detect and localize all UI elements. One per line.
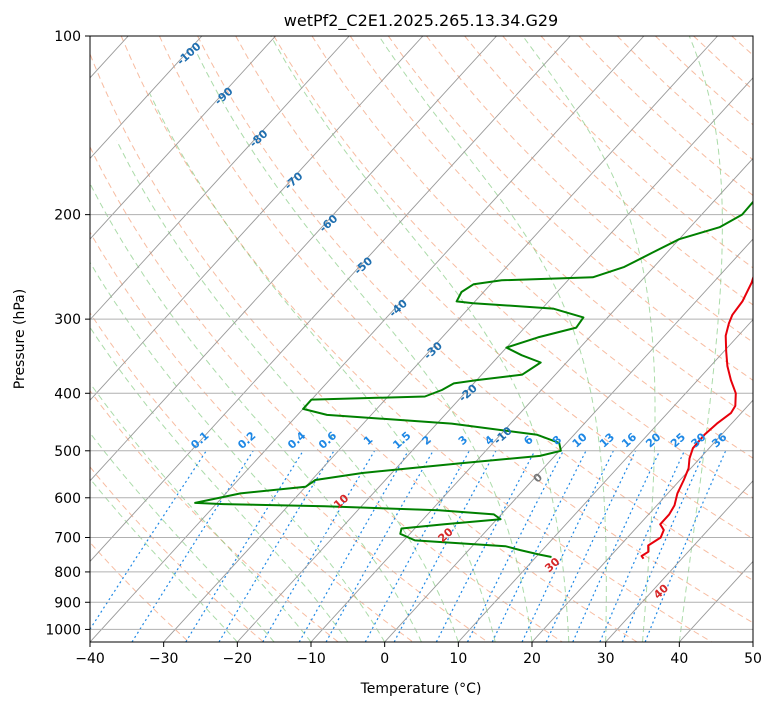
mixing-ratio-line xyxy=(621,450,706,642)
x-axis-label: Temperature (°C) xyxy=(360,681,482,697)
y-tick-label: 100 xyxy=(54,29,81,45)
x-tick-label: 50 xyxy=(744,651,762,667)
dry-adiabat-line xyxy=(90,389,339,642)
x-tick-label: −40 xyxy=(75,651,105,667)
mixing-ratio-line xyxy=(90,450,207,631)
isotherm-line xyxy=(90,36,276,240)
profile-series xyxy=(194,200,753,560)
y-tick-label: 800 xyxy=(54,565,81,581)
x-tick-label: 40 xyxy=(670,651,688,667)
isotherm-line xyxy=(384,238,753,642)
isotherm-line xyxy=(237,77,753,642)
mixing-ratio-line xyxy=(545,450,637,642)
moist-adiabat-line xyxy=(270,36,570,642)
isotherm-line xyxy=(605,480,753,642)
x-tick-label: −20 xyxy=(223,651,253,667)
dry-adiabat-line xyxy=(235,36,753,540)
mixing-ratio-line xyxy=(185,450,304,642)
x-tick-label: 20 xyxy=(523,651,541,667)
moist-adiabat-line xyxy=(90,477,238,642)
dry-adiabat-line xyxy=(90,466,264,642)
y-tick-label: 1000 xyxy=(45,622,81,638)
x-tick-label: 10 xyxy=(449,651,467,667)
isotherm-line xyxy=(90,36,571,563)
isotherm-line xyxy=(90,36,645,642)
mixing-ratio-line xyxy=(325,450,434,642)
dewpoint-line xyxy=(194,200,753,558)
mixing-ratio-line xyxy=(298,450,409,642)
dry-adiabat-line xyxy=(273,36,753,499)
x-tick-label: 0 xyxy=(380,651,389,667)
moist-adiabat-line xyxy=(90,382,312,642)
moist-adiabat-line xyxy=(678,36,723,642)
y-tick-label: 200 xyxy=(54,208,81,224)
isotherm-line xyxy=(531,399,753,642)
dry-adiabat-line xyxy=(90,52,638,642)
mixing-ratio-line xyxy=(521,450,614,642)
mixing-ratio-line xyxy=(572,450,661,642)
mixing-ratio-line xyxy=(466,450,564,642)
y-tick-label: 400 xyxy=(54,386,81,402)
dry-adiabat-line xyxy=(90,145,563,642)
moist-adiabat-line xyxy=(378,36,607,642)
isotherm-line xyxy=(90,36,424,401)
mixing-ratio-line xyxy=(262,450,376,642)
x-tick-label: −10 xyxy=(296,651,326,667)
x-tick-label: −30 xyxy=(149,651,179,667)
moist-adiabat-line xyxy=(90,182,422,642)
mixing-ratio-line xyxy=(599,450,685,642)
pressure-grid xyxy=(90,35,753,630)
temperature-line xyxy=(640,274,753,560)
moist-adiabat-line xyxy=(90,326,349,642)
isotherm-line xyxy=(458,318,753,642)
y-axis-label: Pressure (hPa) xyxy=(12,289,28,389)
moist-adiabat-line xyxy=(194,48,533,642)
isotherm-line xyxy=(163,36,718,642)
x-axis: −40 −30 −20 −10 0 10 20 30 40 50 xyxy=(75,642,762,667)
mixing-ratio-line xyxy=(218,450,335,642)
y-tick-label: 900 xyxy=(54,595,81,611)
x-tick-label: 30 xyxy=(597,651,615,667)
moist-adiabat-line xyxy=(149,93,496,642)
dry-adiabat-line xyxy=(90,231,488,642)
dry-adiabat-line xyxy=(197,36,753,581)
mixing-ratio-line xyxy=(644,450,727,642)
dry-adiabat-line xyxy=(120,36,712,642)
dry-adiabat-line xyxy=(464,36,753,306)
mixing-ratio-line xyxy=(435,450,536,642)
y-axis: 100 200 300 400 500 600 700 800 900 1000 xyxy=(45,29,90,638)
dry-adiabat-line xyxy=(158,36,753,624)
isotherm-line xyxy=(90,36,203,160)
y-tick-label: 700 xyxy=(54,531,81,547)
isotherm-line xyxy=(90,36,497,482)
y-tick-label: 500 xyxy=(54,444,81,460)
y-tick-label: 300 xyxy=(54,312,81,328)
chart-title: wetPf2_C2E1.2025.265.13.34.G29 xyxy=(284,11,558,31)
isotherm-line xyxy=(310,157,753,642)
plot-frame xyxy=(89,35,754,643)
moist-adiabat-line xyxy=(522,36,656,642)
y-tick-label: 600 xyxy=(54,491,81,507)
isotherm-line xyxy=(90,36,350,321)
mixing-ratio-line xyxy=(364,450,470,642)
